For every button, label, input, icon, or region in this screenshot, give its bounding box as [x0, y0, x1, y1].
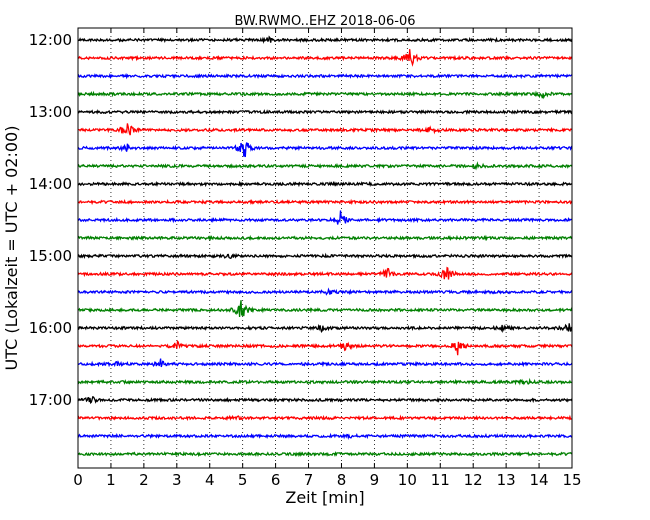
x-tick-label: 10: [398, 471, 417, 489]
x-tick-label: 0: [73, 471, 83, 489]
y-tick-label: 12:00: [29, 31, 72, 49]
x-tick-label: 3: [172, 471, 182, 489]
y-axis-ticks: 12:00 13:00 14:00 15:00 16:00 17:00: [29, 31, 572, 409]
seismic-trace: [77, 300, 573, 317]
seismic-trace: [77, 161, 573, 171]
seismic-trace: [77, 142, 573, 158]
seismic-trace: [77, 234, 573, 242]
seismic-trace: [77, 109, 573, 115]
seismic-trace: [77, 323, 573, 334]
seismic-trace: [77, 198, 573, 206]
seismic-trace: [77, 395, 573, 405]
x-tick-label: 5: [238, 471, 248, 489]
x-tick-label: 2: [139, 471, 149, 489]
x-tick-label: 13: [497, 471, 516, 489]
trace-group: [77, 35, 573, 458]
seismic-trace: [77, 450, 573, 458]
seismic-trace: [77, 49, 573, 67]
seismic-trace: [77, 35, 573, 44]
seismic-trace: [77, 123, 573, 136]
seismic-trace: [77, 252, 573, 260]
chart-title: BW.RWMO..EHZ 2018-06-06: [234, 14, 415, 29]
x-tick-label: 4: [205, 471, 215, 489]
x-tick-label: 15: [562, 471, 581, 489]
seismic-trace: [77, 180, 573, 188]
seismic-trace: [77, 358, 573, 368]
x-tick-label: 8: [337, 471, 347, 489]
y-tick-label: 16:00: [29, 319, 72, 337]
seismic-trace: [77, 210, 572, 225]
y-tick-label: 14:00: [29, 175, 72, 193]
y-axis-label: UTC (Lokalzeit = UTC + 02:00): [2, 126, 21, 371]
seismic-trace: [77, 266, 573, 280]
x-tick-label: 12: [464, 471, 483, 489]
x-tick-label: 9: [370, 471, 380, 489]
seismic-trace: [77, 432, 573, 441]
seismic-trace: [77, 414, 573, 422]
seismic-trace: [77, 339, 573, 356]
x-tick-label: 14: [530, 471, 549, 489]
x-tick-label: 11: [431, 471, 450, 489]
x-tick-label: 1: [106, 471, 116, 489]
seismic-trace: [77, 377, 573, 386]
plot-frame: [77, 27, 573, 469]
grid-lines: [110, 28, 540, 468]
y-tick-label: 15:00: [29, 247, 72, 265]
x-tick-label: 6: [271, 471, 281, 489]
x-axis-label: Zeit [min]: [285, 488, 364, 507]
x-tick-label: 7: [304, 471, 314, 489]
y-tick-label: 17:00: [29, 391, 72, 409]
x-axis-ticks: 0 1 2 3 4 5 6 7 8 9 10 11 12 13 14 15: [73, 28, 582, 489]
seismic-trace: [77, 90, 573, 100]
seismic-trace: [77, 72, 573, 80]
y-tick-label: 13:00: [29, 103, 72, 121]
seismic-trace: [77, 287, 573, 296]
